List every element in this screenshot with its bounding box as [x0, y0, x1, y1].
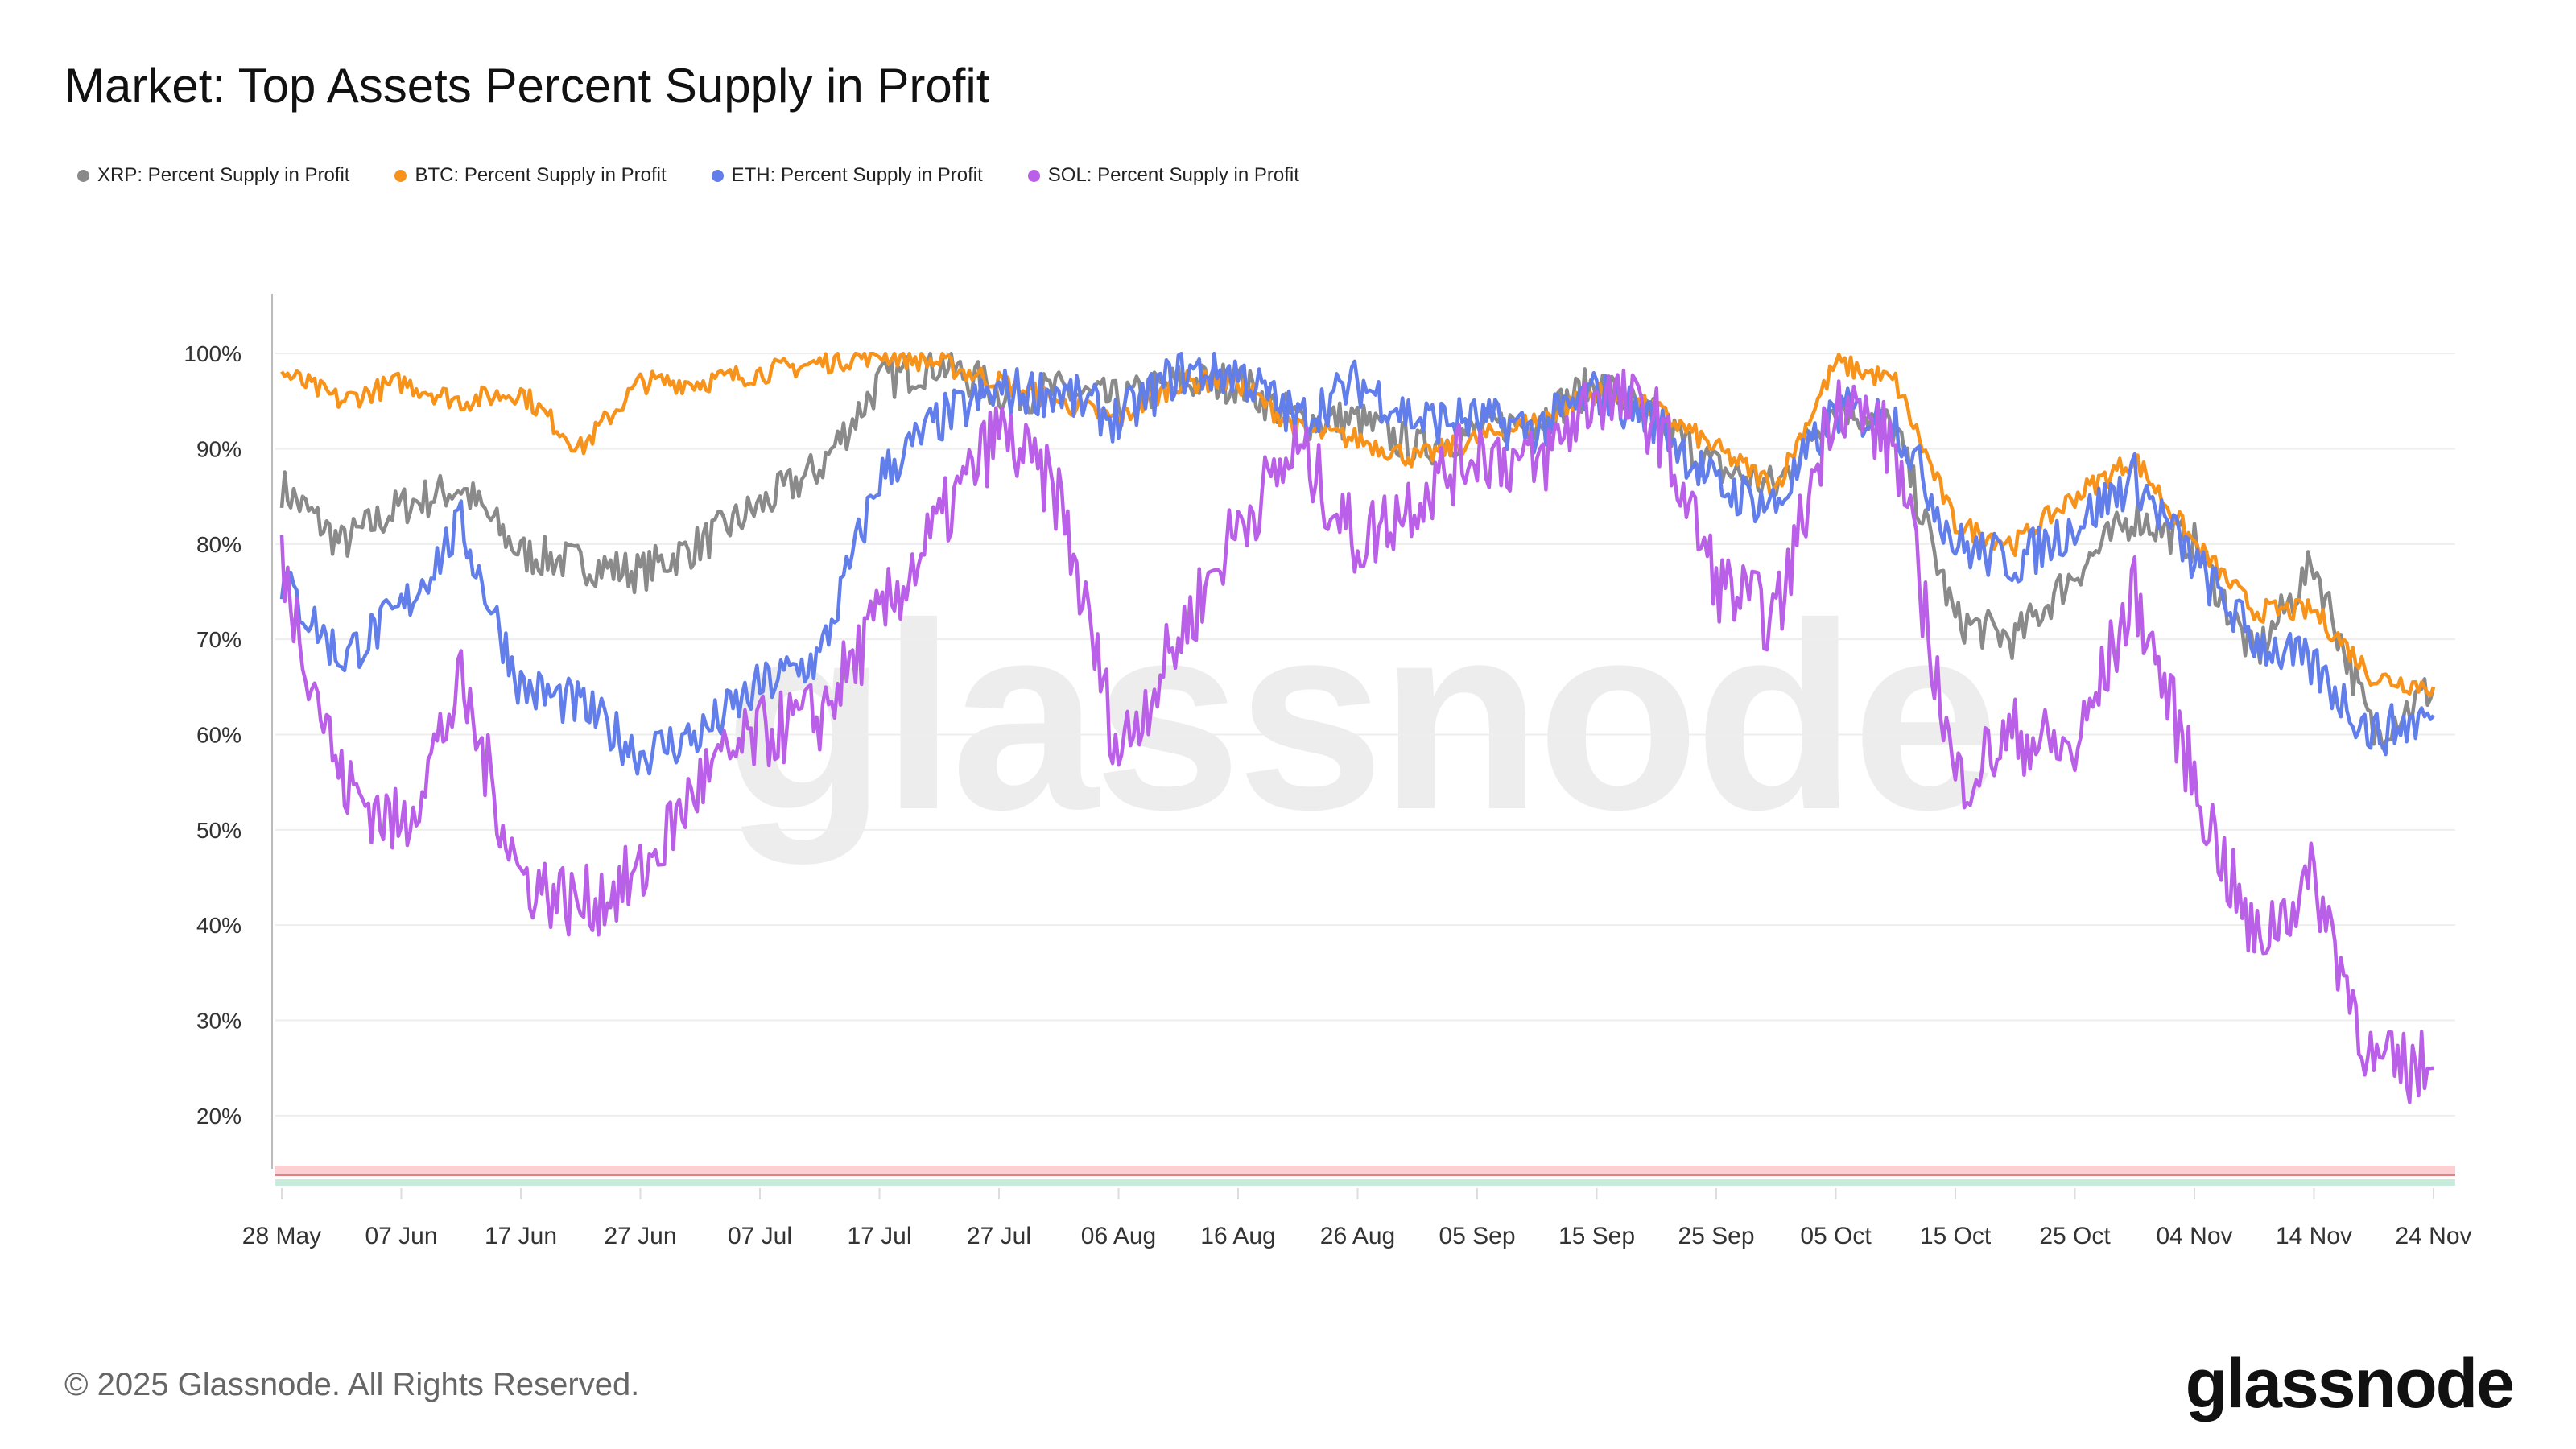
x-tick-label: 25 Sep: [1678, 1223, 1754, 1249]
navigator-band-red[interactable]: [275, 1166, 2455, 1175]
x-tick-label: 05 Oct: [1800, 1223, 1872, 1249]
legend-label: SOL: Percent Supply in Profit: [1047, 164, 1299, 186]
copyright: © 2025 Glassnode. All Rights Reserved.: [64, 1367, 640, 1402]
x-tick-label: 25 Oct: [2039, 1223, 2111, 1249]
series-lines: [279, 351, 2436, 1104]
y-tick-label: 30%: [196, 1009, 242, 1034]
x-tick-label: 14 Nov: [2276, 1223, 2352, 1249]
legend-label: ETH: Percent Supply in Profit: [731, 164, 983, 186]
range-navigator[interactable]: [275, 1166, 2455, 1186]
legend-dot-icon: [77, 169, 89, 182]
legend-item-eth[interactable]: ETH: Percent Supply in Profit: [711, 164, 983, 187]
legend: XRP: Percent Supply in Profit BTC: Perce…: [77, 164, 1299, 187]
x-tick-label: 24 Nov: [2395, 1223, 2471, 1249]
y-tick-label: 90%: [196, 437, 242, 462]
series-line-eth[interactable]: [279, 351, 2435, 776]
x-tick-label: 27 Jul: [967, 1223, 1031, 1249]
x-tick-label: 06 Aug: [1081, 1223, 1156, 1249]
x-tick-label: 05 Sep: [1439, 1223, 1515, 1249]
legend-label: BTC: Percent Supply in Profit: [415, 164, 667, 186]
y-tick-label: 60%: [196, 723, 242, 748]
legend-dot-icon: [1027, 169, 1040, 182]
chart-title: Market: Top Assets Percent Supply in Pro…: [64, 59, 990, 113]
x-tick-label: 26 Aug: [1320, 1223, 1395, 1249]
x-axis: 28 May 07 Jun 17 Jun 27 Jun 07 Jul 17 Jul 27 J…: [242, 1188, 2472, 1249]
x-tick-label: 07 Jul: [728, 1223, 792, 1249]
x-tick-label: 28 May: [242, 1223, 321, 1249]
x-tick-label: 27 Jun: [604, 1223, 676, 1249]
gridlines: [275, 353, 2455, 1117]
y-tick-label: 70%: [196, 627, 242, 652]
x-tick-label: 15 Sep: [1558, 1223, 1635, 1249]
y-tick-label: 80%: [196, 532, 242, 557]
series-line-xrp[interactable]: [279, 351, 2436, 750]
y-tick-label: 100%: [184, 341, 242, 366]
x-tick-label: 17 Jul: [847, 1223, 911, 1249]
y-tick-label: 50%: [196, 818, 242, 843]
series-line-sol[interactable]: [279, 368, 2434, 1104]
navigator-band-green[interactable]: [275, 1179, 2455, 1186]
x-tick-label: 04 Nov: [2156, 1223, 2232, 1249]
x-tick-label: 07 Jun: [365, 1223, 437, 1249]
y-tick-label: 40%: [196, 913, 242, 938]
x-tick-label: 16 Aug: [1200, 1223, 1275, 1249]
x-tick-label: 17 Jun: [485, 1223, 557, 1249]
y-axis: 20% 30% 40% 50% 60% 70% 80% 90% 100%: [184, 294, 273, 1169]
y-tick-label: 20%: [196, 1104, 242, 1129]
legend-label: XRP: Percent Supply in Profit: [97, 164, 350, 186]
series-line-btc[interactable]: [280, 351, 2436, 697]
glassnode-logo: glassnode: [2185, 1345, 2515, 1422]
legend-dot-icon: [394, 169, 407, 182]
legend-dot-icon: [711, 169, 724, 182]
legend-item-xrp[interactable]: XRP: Percent Supply in Profit: [77, 164, 349, 187]
legend-item-btc[interactable]: BTC: Percent Supply in Profit: [394, 164, 667, 187]
x-tick-label: 15 Oct: [1920, 1223, 1992, 1249]
legend-item-sol[interactable]: SOL: Percent Supply in Profit: [1027, 164, 1299, 187]
